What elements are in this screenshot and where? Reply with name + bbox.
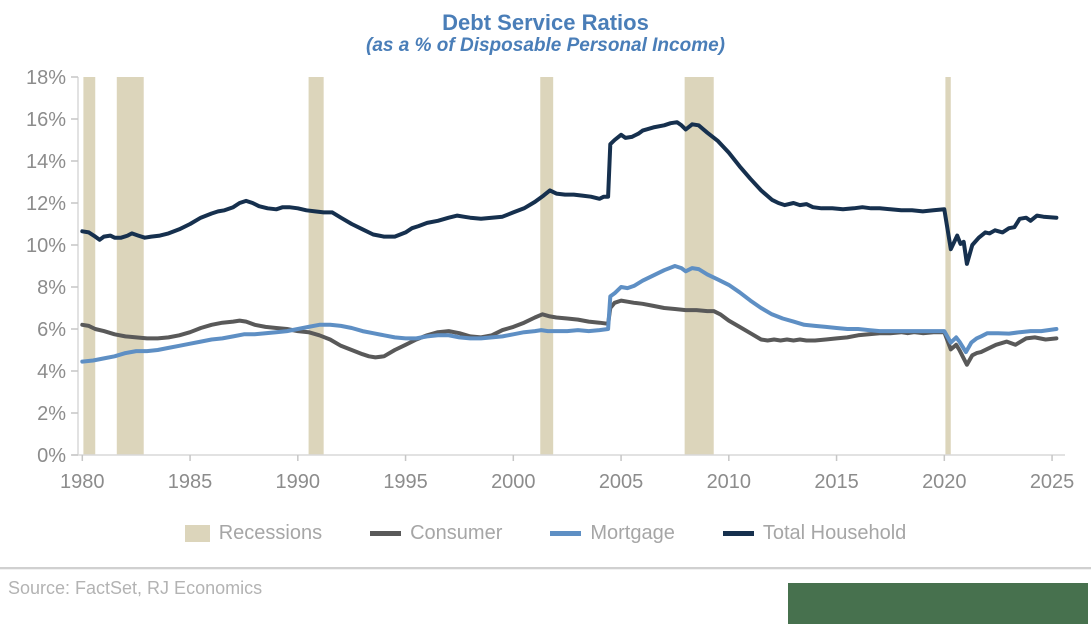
x-tick-label: 2000 — [491, 471, 536, 493]
debt-service-chart: 0% 2% 4% 6% 8% 10% 12% 14% 16% 18% 1980 1985 1990 199… — [26, 67, 1075, 493]
y-tick-label: 10% — [26, 235, 66, 257]
legend-label-consumer: Consumer — [410, 522, 503, 544]
recession-band — [83, 77, 96, 455]
chart-title: Debt Service Ratios — [442, 10, 649, 35]
x-tick-label: 1985 — [168, 471, 213, 493]
y-tick-label: 6% — [37, 319, 66, 341]
x-tick-label: 1980 — [60, 471, 105, 493]
legend-item-recessions: Recessions — [184, 522, 323, 545]
x-tick-label: 2025 — [1030, 471, 1075, 493]
consumer-swatch — [370, 531, 402, 536]
y-tick-label: 4% — [37, 361, 66, 383]
mortgage-line — [80, 264, 1059, 364]
x-tick-label: 1990 — [276, 471, 321, 493]
legend-item-total-household: Total Household — [722, 522, 907, 545]
x-tick-label: 2015 — [814, 471, 859, 493]
recession-band — [945, 77, 951, 455]
total-household-swatch — [722, 531, 754, 536]
y-tick-label: 14% — [26, 151, 66, 173]
x-tick-label: 1995 — [383, 471, 428, 493]
y-tick-label: 2% — [37, 403, 66, 425]
y-tick-label: 12% — [26, 193, 66, 215]
recession-band — [540, 77, 554, 455]
recession-band — [684, 77, 714, 455]
y-tick-label: 0% — [37, 445, 66, 467]
title-block: Debt Service Ratios (as a % of Disposabl… — [0, 10, 1091, 57]
x-tick-label: 2010 — [707, 471, 752, 493]
mortgage-swatch — [550, 531, 582, 536]
legend-item-mortgage: Mortgage — [550, 522, 675, 545]
y-tick-label: 16% — [26, 109, 66, 131]
y-tick-label: 8% — [37, 277, 66, 299]
chart-legend: Recessions Consumer Mortgage Total House… — [0, 522, 1091, 545]
total-household-line — [80, 120, 1059, 266]
x-tick-label: 2005 — [599, 471, 644, 493]
chart-subtitle: (as a % of Disposable Personal Income) — [366, 35, 725, 57]
legend-label-recessions: Recessions — [218, 522, 323, 544]
recession-band — [116, 77, 144, 455]
source-text: Source: FactSet, RJ Economics — [8, 578, 263, 598]
y-tick-label: 18% — [26, 67, 66, 89]
recession-band — [308, 77, 324, 455]
legend-label-total-household: Total Household — [762, 522, 907, 544]
logo-block — [788, 583, 1088, 624]
legend-item-consumer: Consumer — [370, 522, 502, 545]
legend-label-mortgage: Mortgage — [590, 522, 675, 544]
recessions-swatch — [184, 525, 210, 542]
x-tick-label: 2020 — [922, 471, 967, 493]
footer-divider — [0, 567, 1091, 570]
